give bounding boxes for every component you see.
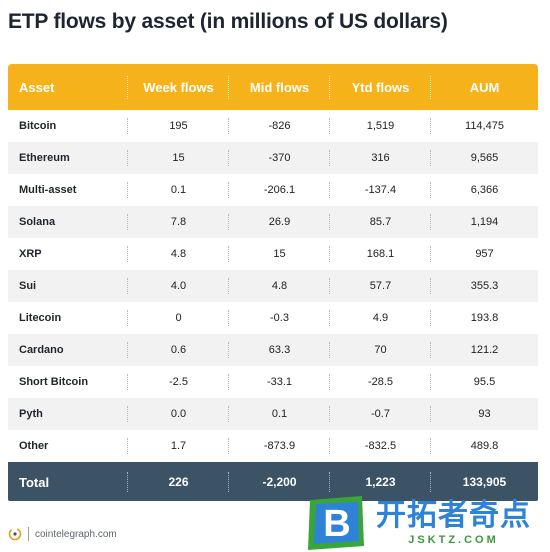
cell-mid-flows: 63.3 bbox=[229, 334, 330, 366]
cell-mid-flows: -0.3 bbox=[229, 302, 330, 334]
watermark-text: 开拓者奇点 JSKTZ.COM bbox=[376, 498, 531, 546]
cell-week-flows: 195 bbox=[128, 110, 229, 142]
column-header-ytd-flows: Ytd flows bbox=[330, 64, 431, 110]
watermark-b-logo-icon: B bbox=[304, 494, 368, 552]
table-row: Short Bitcoin -2.5 -33.1 -28.5 95.5 bbox=[8, 366, 538, 398]
brand-divider bbox=[28, 527, 29, 541]
cell-ytd-flows: 1,519 bbox=[330, 110, 431, 142]
watermark-cn-text: 开拓者奇点 bbox=[376, 498, 531, 532]
cell-asset: Ethereum bbox=[8, 142, 128, 174]
page-title: ETP flows by asset (in millions of US do… bbox=[8, 10, 448, 33]
cointelegraph-logo-icon bbox=[8, 527, 22, 541]
cell-week-flows: 0 bbox=[128, 302, 229, 334]
column-header-asset: Asset bbox=[8, 64, 128, 110]
table-row: Multi-asset 0.1 -206.1 -137.4 6,366 bbox=[8, 174, 538, 206]
cell-asset: Short Bitcoin bbox=[8, 366, 128, 398]
cell-mid-flows: -33.1 bbox=[229, 366, 330, 398]
cell-aum: 489.8 bbox=[470, 440, 499, 452]
table-row: Pyth 0.0 0.1 -0.7 93 bbox=[8, 398, 538, 430]
cell-week-flows: 4.0 bbox=[128, 270, 229, 302]
cell-week-flows: 0.6 bbox=[128, 334, 229, 366]
watermark-en-text: JSKTZ.COM bbox=[408, 533, 499, 546]
cell-mid-flows: 15 bbox=[229, 238, 330, 270]
cell-aum: 9,565 bbox=[470, 152, 499, 164]
total-ytd-flows: 1,223 bbox=[330, 462, 431, 501]
cell-aum: 93 bbox=[478, 408, 491, 420]
table-row: Litecoin 0 -0.3 4.9 193.8 bbox=[8, 302, 538, 334]
total-week-flows: 226 bbox=[128, 462, 229, 501]
cell-asset: Litecoin bbox=[8, 302, 128, 334]
column-header-mid-flows: Mid flows bbox=[229, 64, 330, 110]
cell-ytd-flows: 85.7 bbox=[330, 206, 431, 238]
cell-asset: Multi-asset bbox=[8, 174, 128, 206]
cell-week-flows: 1.7 bbox=[128, 430, 229, 462]
cell-mid-flows: -206.1 bbox=[229, 174, 330, 206]
cell-ytd-flows: 57.7 bbox=[330, 270, 431, 302]
cell-ytd-flows: -137.4 bbox=[330, 174, 431, 206]
cell-asset: Other bbox=[8, 430, 128, 462]
total-aum: 133,905 bbox=[462, 475, 507, 489]
table-row: Solana 7.8 26.9 85.7 1,194 bbox=[8, 206, 538, 238]
etp-flows-table-container: Asset Week flows Mid flows Ytd flows AUM… bbox=[8, 64, 538, 501]
cell-aum: 95.5 bbox=[473, 376, 496, 388]
cell-week-flows: -2.5 bbox=[128, 366, 229, 398]
cell-ytd-flows: -0.7 bbox=[330, 398, 431, 430]
cell-mid-flows: -873.9 bbox=[229, 430, 330, 462]
watermark: B 开拓者奇点 JSKTZ.COM bbox=[304, 494, 550, 552]
table-row: Cardano 0.6 63.3 70 121.2 bbox=[8, 334, 538, 366]
table-row: Bitcoin 195 -826 1,519 114,475 bbox=[8, 110, 538, 142]
total-mid-flows: -2,200 bbox=[229, 462, 330, 501]
cell-aum: 114,475 bbox=[465, 120, 504, 132]
cell-mid-flows: -370 bbox=[229, 142, 330, 174]
cell-asset: Sui bbox=[8, 270, 128, 302]
cell-mid-flows: 0.1 bbox=[229, 398, 330, 430]
cell-mid-flows: -826 bbox=[229, 110, 330, 142]
cell-week-flows: 7.8 bbox=[128, 206, 229, 238]
cell-mid-flows: 4.8 bbox=[229, 270, 330, 302]
cell-ytd-flows: 4.9 bbox=[330, 302, 431, 334]
column-header-week-flows: Week flows bbox=[128, 64, 229, 110]
column-header-aum: AUM bbox=[469, 79, 500, 95]
cell-aum: 1,194 bbox=[470, 216, 499, 228]
table-row: Other 1.7 -873.9 -832.5 489.8 bbox=[8, 430, 538, 462]
cell-aum: 6,366 bbox=[470, 184, 499, 196]
cell-asset: XRP bbox=[8, 238, 128, 270]
table-total-row: Total 226 -2,200 1,223 133,905 bbox=[8, 462, 538, 501]
cell-week-flows: 15 bbox=[128, 142, 229, 174]
svg-text:B: B bbox=[323, 503, 350, 545]
total-label: Total bbox=[8, 462, 128, 501]
cell-asset: Pyth bbox=[8, 398, 128, 430]
cell-ytd-flows: 316 bbox=[330, 142, 431, 174]
cell-ytd-flows: -832.5 bbox=[330, 430, 431, 462]
cell-asset: Cardano bbox=[8, 334, 128, 366]
source-link[interactable]: cointelegraph.com bbox=[35, 528, 117, 540]
cell-asset: Bitcoin bbox=[8, 110, 128, 142]
source-attribution: cointelegraph.com bbox=[8, 526, 117, 542]
cell-ytd-flows: 70 bbox=[330, 334, 431, 366]
cell-aum: 121.2 bbox=[470, 344, 499, 356]
cell-week-flows: 0.0 bbox=[128, 398, 229, 430]
cell-week-flows: 0.1 bbox=[128, 174, 229, 206]
cell-aum: 193.8 bbox=[470, 312, 499, 324]
cell-ytd-flows: -28.5 bbox=[330, 366, 431, 398]
table-body: Bitcoin 195 -826 1,519 114,475 Ethereum 15 -370… bbox=[8, 110, 538, 462]
cell-week-flows: 4.8 bbox=[128, 238, 229, 270]
table-row: Sui 4.0 4.8 57.7 355.3 bbox=[8, 270, 538, 302]
cell-ytd-flows: 168.1 bbox=[330, 238, 431, 270]
cell-mid-flows: 26.9 bbox=[229, 206, 330, 238]
cell-aum: 957 bbox=[475, 248, 494, 260]
table-row: Ethereum 15 -370 316 9,565 bbox=[8, 142, 538, 174]
cell-aum: 355.3 bbox=[470, 280, 499, 292]
etp-flows-table: Asset Week flows Mid flows Ytd flows AUM… bbox=[8, 64, 538, 501]
table-header-row: Asset Week flows Mid flows Ytd flows AUM bbox=[8, 64, 538, 110]
table-row: XRP 4.8 15 168.1 957 bbox=[8, 238, 538, 270]
cell-asset: Solana bbox=[8, 206, 128, 238]
